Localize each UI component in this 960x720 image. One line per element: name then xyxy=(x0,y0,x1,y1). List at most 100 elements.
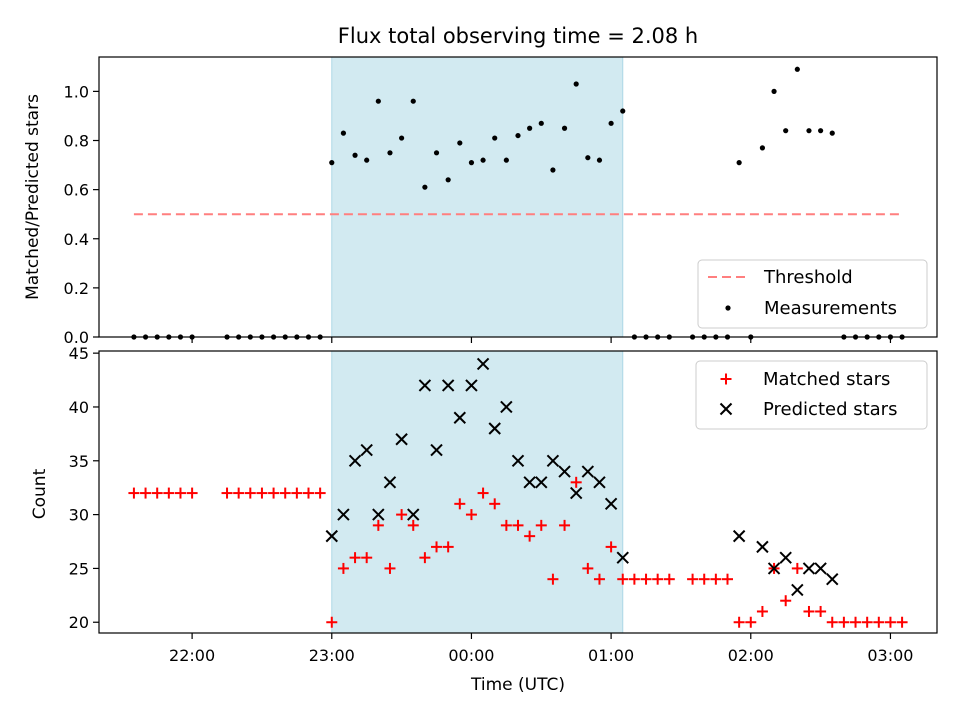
matched-point xyxy=(640,573,652,585)
matched-point xyxy=(524,530,536,542)
measurement-point xyxy=(433,150,440,156)
marker-stroke xyxy=(453,411,467,424)
x-tick-label: 23:00 xyxy=(309,646,355,665)
marker-stroke xyxy=(546,454,560,467)
measurement-point xyxy=(794,66,800,72)
matched-point xyxy=(372,519,384,531)
measurement-point xyxy=(573,81,579,87)
top-y-axis-label: Matched/Predicted stars xyxy=(23,94,43,300)
bottom-panel: 20 25 30 35 40 45 22:00 23:00 00:00 01:00 02:00 03… xyxy=(30,344,938,695)
matched-point xyxy=(128,487,140,499)
predicted-point xyxy=(325,529,338,543)
measurement-point xyxy=(620,108,626,114)
legend-matched-label: Matched stars xyxy=(763,369,890,390)
marker-stroke xyxy=(348,454,362,467)
predicted-point xyxy=(546,454,560,467)
predicted-point xyxy=(767,562,781,575)
bottom-y-axis: 20 25 30 35 40 45 xyxy=(69,344,99,632)
predicted-point xyxy=(593,476,606,489)
matched-point xyxy=(465,509,477,521)
predicted-point xyxy=(348,454,362,467)
marker-stroke xyxy=(360,443,373,457)
predicted-point xyxy=(523,476,536,489)
measurement-point xyxy=(818,128,824,134)
legend-predicted-marker xyxy=(719,402,733,416)
matched-point xyxy=(337,562,349,574)
measurement-point xyxy=(608,120,614,126)
x-tick-label: 03:00 xyxy=(867,646,913,665)
matched-points xyxy=(128,476,908,628)
predicted-point xyxy=(802,562,816,575)
matched-point xyxy=(745,616,757,628)
x-tick-label: 02:00 xyxy=(728,646,774,665)
marker-stroke xyxy=(395,433,408,446)
predicted-point xyxy=(465,379,478,392)
bottom-y-axis-label: Count xyxy=(30,468,50,519)
matched-point xyxy=(174,487,186,499)
matched-point xyxy=(407,519,419,531)
legend-predicted-label: Predicted stars xyxy=(763,399,897,420)
predicted-point xyxy=(826,572,839,586)
matched-point xyxy=(547,573,559,585)
matched-point xyxy=(733,616,745,628)
matched-point xyxy=(314,487,326,499)
matched-point xyxy=(431,541,443,553)
marker-stroke xyxy=(407,508,420,521)
matched-point xyxy=(349,552,361,564)
matched-point xyxy=(477,487,489,499)
matched-point xyxy=(279,487,291,499)
predicted-point xyxy=(383,476,397,489)
matched-point xyxy=(442,541,454,553)
marker-stroke xyxy=(791,583,804,597)
bottom-y-tick-label: 25 xyxy=(69,559,89,578)
measurement-point xyxy=(329,160,335,166)
measurement-point xyxy=(829,130,835,136)
matched-point xyxy=(593,573,605,585)
matched-point xyxy=(663,573,675,585)
matched-point xyxy=(791,562,803,574)
marker-stroke xyxy=(325,529,338,543)
matched-point xyxy=(628,573,640,585)
predicted-point xyxy=(360,443,373,457)
matched-point xyxy=(780,595,792,607)
marker-stroke xyxy=(372,508,385,521)
measurement-point xyxy=(457,140,463,146)
marker-stroke xyxy=(616,551,629,564)
matched-point xyxy=(384,562,396,574)
top-legend: Threshold Measurements xyxy=(697,259,928,329)
matched-point xyxy=(221,487,233,499)
bottom-y-tick-label: 30 xyxy=(69,506,89,525)
matched-point xyxy=(454,498,466,510)
predicted-point xyxy=(616,551,629,564)
measurement-point xyxy=(561,125,568,131)
matched-point xyxy=(535,519,547,531)
top-panel: 0.0 0.2 0.4 0.6 0.8 1.0 Matched/Predicted sta… xyxy=(23,56,938,347)
predicted-point xyxy=(337,508,350,521)
marker-stroke xyxy=(500,400,513,414)
measurement-point xyxy=(399,135,405,141)
legend-measurement-label: Measurements xyxy=(764,298,897,319)
measurement-point xyxy=(538,120,544,126)
marker-stroke xyxy=(383,476,397,489)
measurement-point xyxy=(375,98,381,104)
x-axis-label: Time (UTC) xyxy=(470,675,565,695)
marker-stroke xyxy=(465,379,478,392)
predicted-point xyxy=(604,497,618,511)
predicted-point xyxy=(814,562,827,575)
marker-stroke xyxy=(418,379,432,392)
x-tick-label: 22:00 xyxy=(169,646,215,665)
marker-stroke xyxy=(814,562,827,575)
measurement-point xyxy=(340,130,347,136)
measurement-point xyxy=(806,128,812,134)
measurement-point xyxy=(550,167,556,173)
marker-stroke xyxy=(779,551,792,564)
matched-point xyxy=(861,616,873,628)
marker-stroke xyxy=(826,572,839,586)
measurement-point xyxy=(503,157,509,163)
matched-point xyxy=(896,616,908,628)
predicted-point xyxy=(732,529,746,543)
predicted-point xyxy=(453,411,467,424)
legend-matched-swatch xyxy=(720,373,732,385)
matched-point xyxy=(756,605,768,617)
measurement-point xyxy=(468,160,475,166)
